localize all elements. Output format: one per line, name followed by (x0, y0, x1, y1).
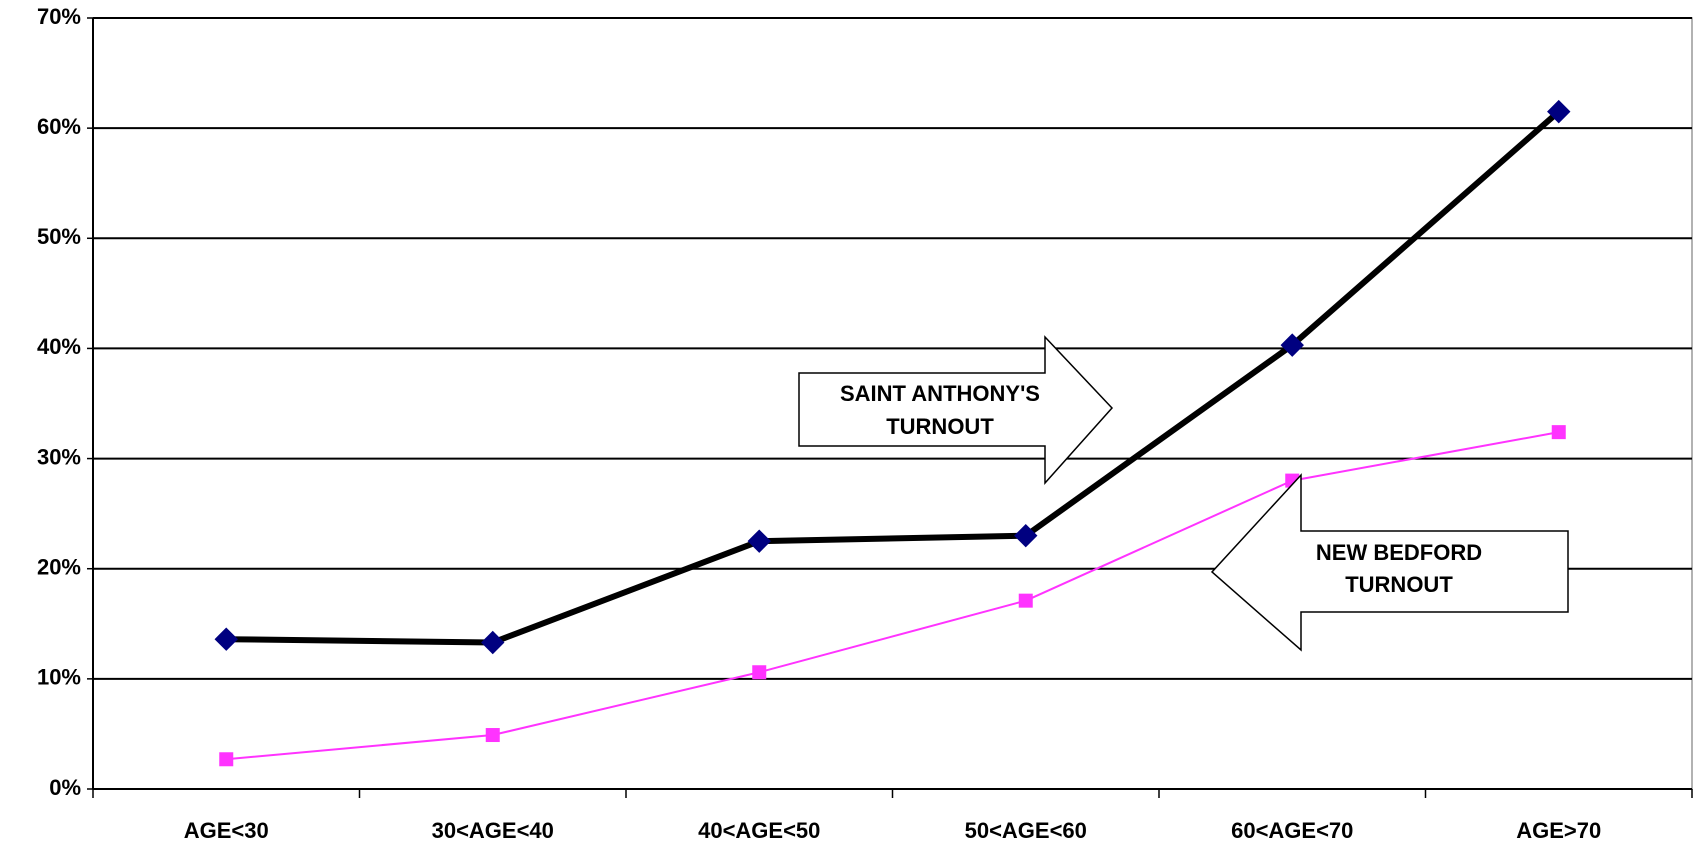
series-lines (214, 99, 1571, 767)
y-tick-label: 70% (37, 4, 81, 29)
marker (485, 728, 500, 743)
marker (214, 627, 238, 651)
marker (752, 665, 767, 680)
series-line (226, 109, 1561, 646)
x-tick-label: AGE>70 (1516, 818, 1601, 843)
marker (219, 752, 234, 767)
y-tick-label: 60% (37, 114, 81, 139)
x-tick-label: 40<AGE<50 (698, 818, 820, 843)
y-tick-label: 40% (37, 334, 81, 359)
marker (1551, 425, 1566, 440)
marker (481, 630, 505, 655)
marker (747, 529, 771, 553)
y-tick-label: 20% (37, 555, 81, 580)
annotation: TURNOUT (886, 414, 994, 439)
y-tick-label: 10% (37, 665, 81, 690)
marker (1280, 333, 1304, 357)
x-tick-label: AGE<30 (184, 818, 269, 843)
callout-arrow (798, 335, 1114, 485)
annotation: NEW BEDFORD (1316, 540, 1482, 565)
series-line (226, 431, 1559, 761)
marker (1018, 593, 1033, 608)
marker (1014, 523, 1038, 548)
y-tick-label: 50% (37, 224, 81, 249)
annotation: SAINT ANTHONY'S (840, 381, 1040, 406)
x-tick-label: 50<AGE<60 (965, 818, 1087, 843)
y-tick-label: 0% (49, 775, 81, 800)
annotation: TURNOUT (1345, 572, 1453, 597)
y-tick-label: 30% (37, 444, 81, 469)
x-tick-label: 30<AGE<40 (432, 818, 554, 843)
callout-arrow (1210, 473, 1569, 652)
x-tick-label: 60<AGE<70 (1231, 818, 1353, 843)
marker (1547, 99, 1571, 124)
